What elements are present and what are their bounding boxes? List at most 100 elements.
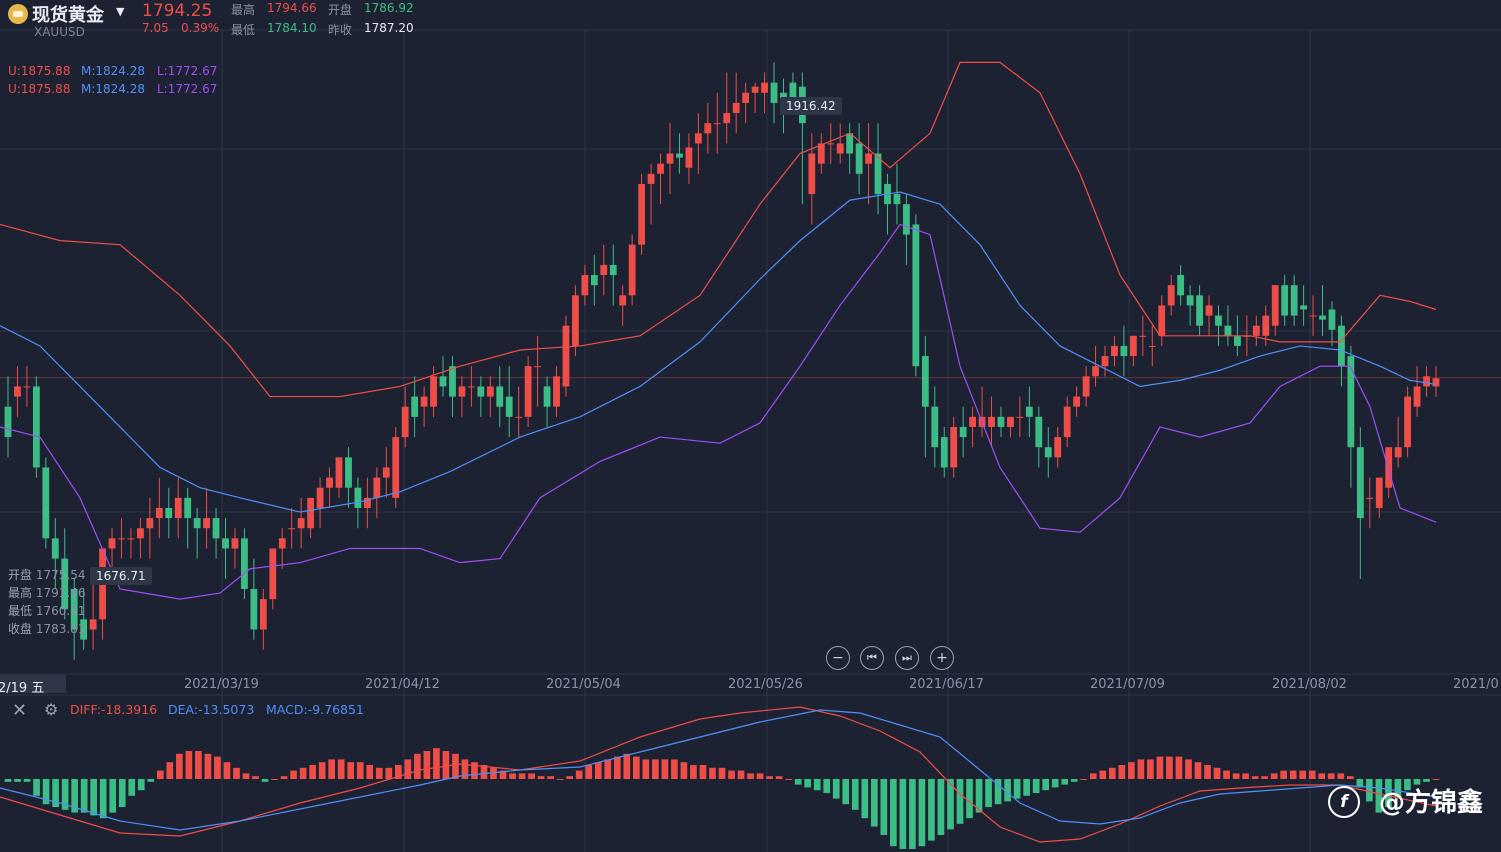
candle-body [1016,416,1024,418]
macd-bar [1108,767,1116,779]
zoom-out-button[interactable]: − [826,646,850,670]
macd-bar [556,779,564,780]
candle-body [761,82,768,93]
candle-body [1186,295,1194,306]
macd-bar [861,779,869,819]
macd-bar [918,779,926,847]
candle-body [127,538,135,540]
candle-body [1413,386,1421,407]
macd-bar [1337,773,1345,779]
candle-body [1338,325,1345,367]
macd-bar [347,762,355,779]
macd-bar [1366,779,1373,802]
settings-gear-icon[interactable]: ⚙ [44,700,59,719]
candle-body [420,396,428,407]
candle-body [1271,285,1279,326]
macd-bar [433,748,440,779]
macd-bar [1261,776,1268,779]
macd-bar [528,773,535,779]
macd-bar [423,751,431,779]
candle-body [628,244,636,296]
macd-bar [1413,779,1421,785]
candle-body [1054,437,1062,458]
candle-body [694,133,702,144]
candle-body [89,619,97,630]
candle-body [950,426,958,468]
boll-mid-line [0,191,1437,513]
macd-bar [1175,756,1183,779]
macd-bar [1004,779,1011,802]
scroll-forward-button[interactable]: ⏭ [895,646,919,670]
macd-bar [223,762,231,779]
candle-body [439,376,447,387]
candle-body [1347,356,1355,448]
candle-body [1385,447,1393,488]
candle-body [1035,416,1043,448]
candle-body [1177,275,1185,296]
macd-bar [261,779,269,782]
candle-body [345,457,352,488]
candle-body [959,426,967,438]
macd-bar [499,770,507,779]
macd-bar [471,762,478,779]
macd-bar [442,751,450,779]
candle-body [1366,497,1374,499]
macd-bar [947,779,954,830]
candle-body [1281,285,1289,316]
zoom-in-button[interactable]: + [930,646,954,670]
macd-bar [1375,779,1383,813]
macd-diff-label: DIFF:-18.3916 [70,702,158,717]
candle-body [997,416,1005,427]
macd-bar [204,753,212,779]
candle-body [212,518,220,539]
date-tick-2: 2021/04/12 [365,677,440,692]
candle-body [42,467,50,539]
candle-body [647,173,655,184]
boll-lower-label-2: L:1772.67 [157,82,218,96]
last-price: 1794.25 [142,1,213,21]
macd-bar [880,779,888,835]
candle-body [467,386,475,388]
price-change: 7.05 [142,21,169,35]
macd-bar [1013,779,1021,799]
macd-bar [185,751,193,779]
macd-bar [518,773,526,779]
macd-bar [90,779,98,816]
candle-body [524,366,532,417]
macd-bar [1299,770,1307,779]
tooltip-high-value: 1791.46 [35,586,86,600]
candle-body [1394,447,1402,458]
tooltip-open-label: 开盘 [8,568,33,582]
chevron-down-icon[interactable]: ▼ [116,5,125,18]
candle-body [259,599,267,630]
macd-bar [832,779,840,799]
candle-body [4,406,12,438]
candle-body [590,275,598,286]
macd-bar [318,762,326,779]
candle-body [1196,295,1203,326]
candle-body [742,92,750,103]
candle-body [14,386,21,397]
candle-body [827,143,835,145]
macd-bar [1432,779,1440,780]
candle-body [288,528,296,530]
macd-bar [299,767,307,779]
instrument-name[interactable]: 现货黄金 [32,5,104,26]
scroll-back-button[interactable]: ⏮ [860,646,884,670]
macd-bar [1089,773,1097,779]
candle-body [1215,315,1222,326]
macd-bar [985,779,992,807]
boll-mid-label: M:1824.28 [81,64,146,78]
candle-body [543,386,551,407]
candle-body [836,143,844,154]
candle-body [808,153,816,195]
boll-upper-line [0,61,1437,398]
tooltip-close-label: 收盘 [8,622,33,636]
watermark: @方锦鑫 [1378,788,1483,818]
candle-body [534,366,541,368]
prev-close-label: 昨收 [328,23,353,37]
close-icon[interactable]: ✕ [12,700,28,721]
macd-bar [452,753,459,779]
macd-bar [566,776,574,779]
